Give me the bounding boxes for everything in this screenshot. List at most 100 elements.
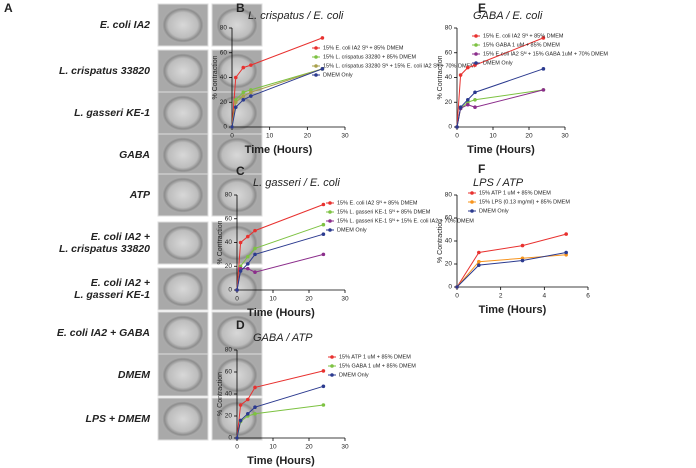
legend-marker <box>314 55 318 59</box>
series-line <box>456 233 567 288</box>
data-point <box>253 385 257 390</box>
y-tick-label: 60 <box>220 49 228 56</box>
data-point <box>541 36 546 40</box>
data-point <box>253 270 257 274</box>
y-tick-label: 20 <box>220 99 228 106</box>
legend-marker <box>474 52 478 56</box>
data-point <box>241 90 246 95</box>
well <box>162 271 204 307</box>
series-line <box>456 252 567 288</box>
data-point <box>230 125 234 129</box>
data-point <box>241 65 246 70</box>
data-point <box>541 88 546 92</box>
y-tick-label: 40 <box>445 74 453 81</box>
y-tick-label: 40 <box>220 74 228 81</box>
legend-label: 15% L. crispatus 33280 + 85% DMEM <box>323 54 417 60</box>
panel-letter: F <box>478 162 485 176</box>
row-label: L. gasseri KE-1 <box>74 289 150 301</box>
chart-title: LPS / ATP <box>473 177 524 189</box>
legend-marker <box>470 191 474 195</box>
data-point <box>321 232 326 236</box>
data-point <box>477 259 481 264</box>
data-point <box>249 63 253 67</box>
x-tick-label: 10 <box>489 133 497 140</box>
data-point <box>235 288 239 292</box>
x-axis-label: Time (Hours) <box>247 455 315 467</box>
well <box>216 7 258 43</box>
legend-marker <box>328 219 332 223</box>
data-point <box>238 403 243 407</box>
well <box>216 53 258 89</box>
panel-letter: C <box>236 164 245 178</box>
data-point <box>233 97 238 102</box>
legend-label: 15% E. coli IA2 Sᴺ + 85% DMEM <box>323 44 404 51</box>
legend-marker <box>328 210 332 214</box>
data-point <box>320 67 325 71</box>
y-tick-label: 0 <box>448 284 452 291</box>
x-tick-label: 10 <box>269 444 277 451</box>
data-point <box>466 65 470 70</box>
series-line <box>456 89 544 128</box>
legend-marker <box>328 228 332 232</box>
y-axis-label: % Contraction <box>217 220 224 264</box>
series-line <box>456 89 544 128</box>
well <box>162 7 204 43</box>
data-point <box>466 102 470 107</box>
y-tick-label: 40 <box>225 391 233 398</box>
y-tick-label: 60 <box>225 215 233 222</box>
legend-label: DMEM Only <box>483 60 513 66</box>
data-point <box>458 73 463 77</box>
data-point <box>253 405 257 410</box>
y-axis-label: % Contraction <box>217 372 224 416</box>
row-label: L. crispatus 33820 <box>59 65 150 77</box>
legend-marker <box>474 34 478 38</box>
legend-label: DMEM Only <box>339 372 369 378</box>
legend-marker <box>328 201 332 205</box>
row-label: LPS + DMEM <box>86 413 151 425</box>
row-label: E. coli IA2 + <box>91 231 150 243</box>
row-label: ATP <box>129 189 151 201</box>
data-point <box>321 252 326 257</box>
data-point <box>246 262 250 266</box>
legend-marker <box>330 355 334 359</box>
legend-label: 15% L. crispatus 33280 Sᴺ + 15% E. coli … <box>323 62 475 69</box>
legend-label: 15% ATP 1 uM + 85% DMEM <box>479 190 551 196</box>
data-point <box>466 97 470 102</box>
x-tick-label: 30 <box>341 133 349 140</box>
data-point <box>320 36 325 40</box>
panel-letter: A <box>4 1 13 15</box>
y-tick-label: 60 <box>445 215 453 222</box>
data-point <box>246 266 250 271</box>
data-point <box>520 258 525 263</box>
legend-marker <box>330 373 334 377</box>
data-point <box>455 285 459 289</box>
data-point <box>241 94 246 98</box>
data-point <box>541 67 546 71</box>
data-point <box>473 97 477 102</box>
x-tick-label: 30 <box>561 133 569 140</box>
panel-letter: B <box>236 1 245 15</box>
data-point <box>253 228 257 233</box>
y-axis-label: % Contraction <box>212 55 219 99</box>
well <box>162 137 204 173</box>
legend-marker <box>474 61 478 65</box>
data-point <box>321 202 326 207</box>
x-axis-label: Time (Hours) <box>479 304 547 316</box>
data-point <box>238 418 243 423</box>
y-tick-label: 20 <box>225 413 233 420</box>
legend-marker <box>330 364 334 368</box>
row-label: E. coli IA2 + GABA <box>57 327 150 339</box>
data-point <box>564 250 568 255</box>
y-tick-label: 20 <box>445 99 453 106</box>
row-label: E. coli IA2 <box>100 19 150 31</box>
row-label: L. crispatus 33820 <box>59 243 150 255</box>
data-point <box>233 75 238 80</box>
legend-label: 15% GABA 1 uM + 85% DMEM <box>483 42 560 48</box>
series-line <box>456 68 544 128</box>
y-tick-label: 80 <box>225 347 233 354</box>
y-tick-label: 0 <box>228 435 232 442</box>
chart-title: GABA / E. coli <box>473 10 543 22</box>
legend-marker <box>470 200 474 204</box>
data-point <box>473 90 477 95</box>
data-point <box>241 97 246 102</box>
